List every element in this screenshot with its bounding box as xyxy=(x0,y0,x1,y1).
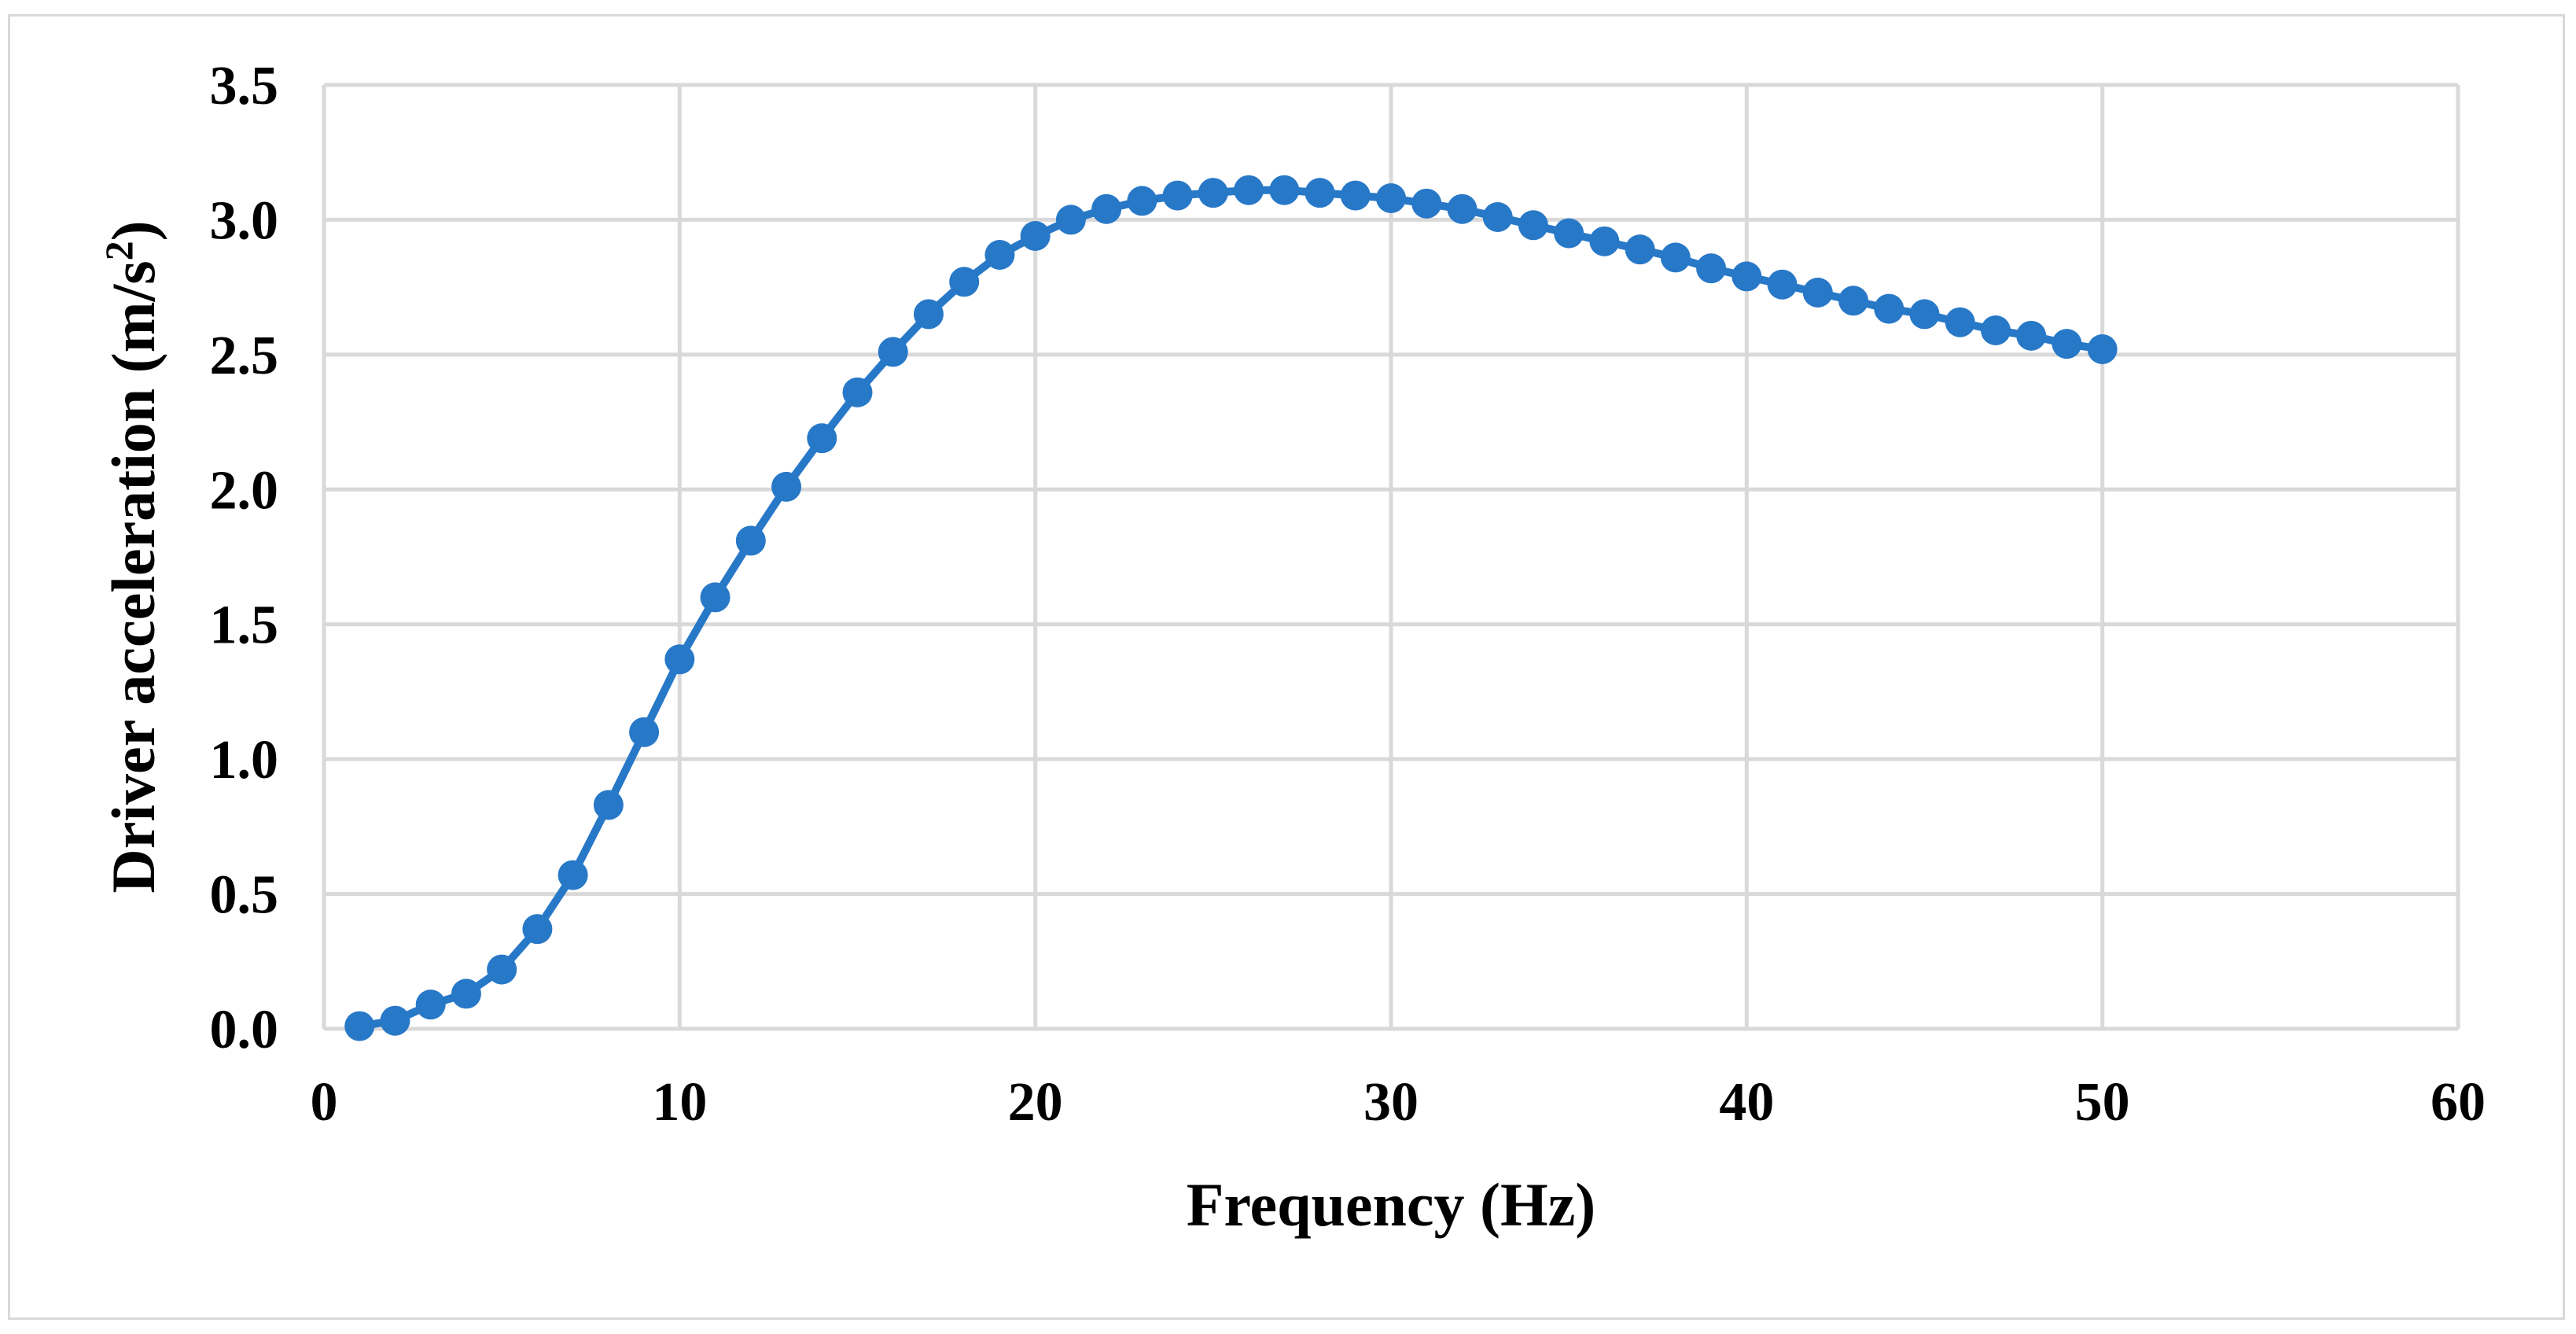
data-point xyxy=(1731,261,1762,292)
data-point xyxy=(1909,299,1940,330)
data-point xyxy=(1055,205,1086,235)
series-markers xyxy=(344,175,2118,1041)
chart-frame xyxy=(8,14,2565,1320)
y-axis-title: Driver acceleration (m/s2) xyxy=(97,220,167,893)
data-point xyxy=(1767,269,1798,300)
y-tick-label: 0.0 xyxy=(210,1000,279,1060)
data-point xyxy=(1874,293,1904,324)
data-point xyxy=(1554,218,1584,249)
series-line xyxy=(359,186,2103,1030)
y-tick-label: 1.5 xyxy=(210,595,279,656)
x-tick-label: 40 xyxy=(1719,1072,1774,1133)
data-point xyxy=(380,1005,410,1036)
data-point xyxy=(1305,178,1335,208)
data-point xyxy=(1838,286,1869,316)
grid-lines xyxy=(322,83,2460,1031)
data-point xyxy=(1660,242,1691,273)
data-point xyxy=(913,299,944,330)
x-tick-label: 30 xyxy=(1363,1072,1419,1133)
data-point xyxy=(1234,175,1264,205)
data-point xyxy=(1020,221,1051,251)
data-point xyxy=(522,914,553,945)
data-point xyxy=(1696,253,1727,284)
data-point xyxy=(842,377,873,407)
data-point xyxy=(344,1011,375,1041)
data-point xyxy=(664,644,695,675)
data-point xyxy=(415,989,446,1020)
x-tick-label: 60 xyxy=(2431,1072,2486,1133)
x-tick-label: 0 xyxy=(311,1072,338,1133)
data-point xyxy=(593,790,624,820)
x-tick-labels: 0 10 20 30 40 50 60 xyxy=(311,1072,2486,1133)
data-point xyxy=(984,240,1015,270)
data-point xyxy=(1198,178,1228,208)
series-line-path xyxy=(359,186,2103,1030)
data-point xyxy=(451,978,481,1009)
data-point xyxy=(2087,334,2118,364)
data-point xyxy=(487,954,517,985)
data-point xyxy=(878,337,908,367)
data-point xyxy=(1945,307,1975,337)
data-point xyxy=(1447,193,1478,224)
data-point xyxy=(1411,188,1442,219)
data-point xyxy=(771,471,802,502)
data-point xyxy=(2052,329,2082,359)
x-tick-label: 50 xyxy=(2075,1072,2130,1133)
data-point xyxy=(1340,180,1371,211)
data-point xyxy=(735,525,766,556)
x-tick-label: 20 xyxy=(1008,1072,1063,1133)
data-point xyxy=(807,423,837,454)
y-tick-label: 3.5 xyxy=(210,56,279,116)
data-point xyxy=(1127,186,1157,216)
data-point xyxy=(1802,278,1833,308)
data-point xyxy=(558,860,588,890)
data-point xyxy=(1376,183,1406,213)
y-tick-label: 2.0 xyxy=(210,460,279,521)
y-tick-label: 1.0 xyxy=(210,730,279,790)
data-point xyxy=(1482,202,1513,232)
y-axis-title-main: Driver acceleration (m/s xyxy=(99,260,167,893)
y-tick-label: 0.5 xyxy=(210,865,279,926)
data-point xyxy=(1980,315,2011,345)
x-axis-title: Frequency (Hz) xyxy=(1187,1170,1596,1239)
y-axis-title-superscript: 2 xyxy=(97,241,141,260)
data-point xyxy=(1269,175,1300,205)
data-point xyxy=(949,267,980,297)
data-point xyxy=(1625,234,1655,265)
y-tick-label: 3.0 xyxy=(210,190,279,251)
y-tick-label: 2.5 xyxy=(210,326,279,386)
data-point xyxy=(700,582,730,613)
data-point xyxy=(1589,226,1620,256)
data-point xyxy=(1518,210,1548,241)
data-point xyxy=(2016,320,2047,351)
y-tick-labels: 0.0 0.5 1.0 1.5 2.0 2.5 3.0 3.5 xyxy=(210,56,279,1060)
y-axis-title-suffix: ) xyxy=(99,220,167,241)
data-point xyxy=(1162,180,1193,211)
data-point xyxy=(629,717,660,747)
x-tick-label: 10 xyxy=(652,1072,707,1133)
data-point xyxy=(1091,193,1122,224)
